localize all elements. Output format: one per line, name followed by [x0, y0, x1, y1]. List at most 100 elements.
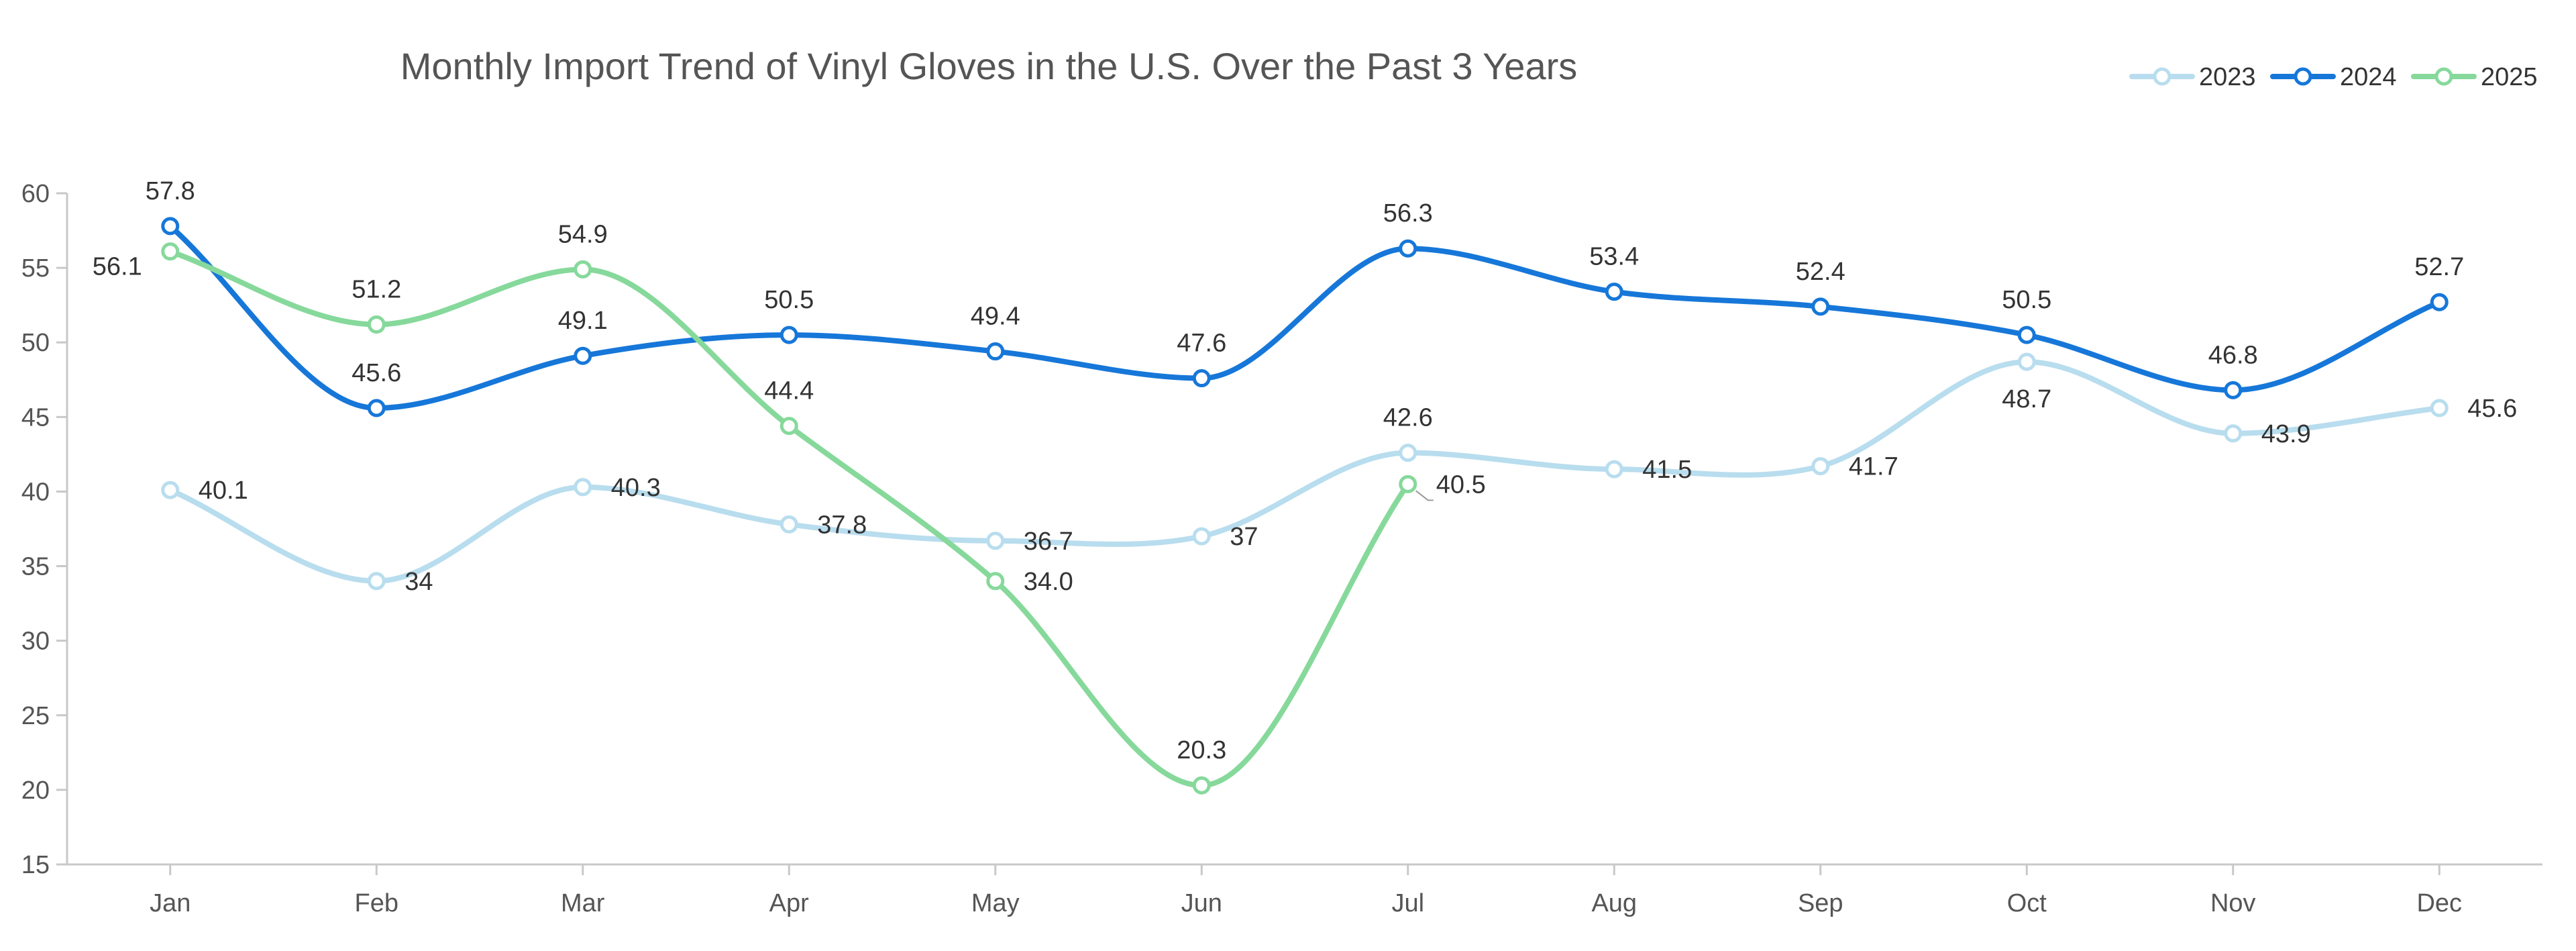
series-line-2025: [167, 248, 1411, 789]
y-tick-label: 45: [21, 403, 50, 432]
data-point-2024: [2017, 326, 2036, 344]
data-label-2023: 45.6: [2467, 395, 2517, 423]
data-point-2024: [574, 346, 592, 365]
data-point-2023: [986, 532, 1005, 550]
series-layer: [161, 217, 2449, 795]
data-label-2024: 53.4: [1589, 243, 1639, 271]
legend-label: 2023: [2199, 63, 2256, 91]
legend-marker-icon: [2153, 67, 2171, 86]
series-2025: [161, 242, 1417, 795]
legend-item-2024[interactable]: 2024: [2270, 63, 2397, 91]
data-point-2023: [2430, 399, 2449, 417]
data-point-2025: [574, 260, 592, 279]
data-point-2025: [780, 417, 798, 436]
y-tick-label: 35: [21, 553, 50, 581]
x-tick-label: Nov: [2210, 889, 2256, 917]
data-point-2024: [367, 399, 386, 417]
data-label-2023: 36.7: [1024, 528, 1073, 556]
y-tick-label: 15: [21, 851, 50, 879]
data-label-2024: 50.5: [2002, 286, 2051, 314]
x-tick-label: Oct: [2007, 889, 2047, 917]
data-label-2024: 57.8: [146, 177, 195, 205]
data-label-2023: 42.6: [1383, 404, 1433, 432]
data-label-2024: 45.6: [352, 359, 401, 387]
y-tick-label: 60: [21, 180, 50, 208]
data-label-2024: 49.4: [971, 303, 1020, 331]
data-label-2025: 44.4: [764, 377, 814, 405]
data-point-2024: [1811, 297, 1830, 316]
y-tick-label: 55: [21, 254, 50, 283]
data-point-2024: [986, 342, 1005, 361]
legend-item-2025[interactable]: 2025: [2411, 63, 2538, 91]
data-label-2024: 52.7: [2414, 253, 2464, 281]
data-label-2023: 48.7: [2002, 385, 2051, 413]
legend-label: 2025: [2481, 63, 2538, 91]
data-point-2023: [1605, 460, 1623, 479]
data-point-2023: [1811, 457, 1830, 476]
data-label-2024: 49.1: [558, 307, 608, 335]
data-label-2024: 50.5: [764, 286, 814, 314]
data-label-2024: 47.6: [1177, 330, 1226, 358]
data-point-2025: [986, 572, 1005, 591]
data-label-2023: 40.3: [611, 474, 661, 502]
data-point-2024: [780, 326, 798, 344]
x-tick-label: Jan: [150, 889, 191, 917]
legend-label: 2024: [2340, 63, 2397, 91]
data-point-2023: [1399, 444, 1417, 462]
data-point-2023: [1192, 527, 1211, 546]
data-label-2023: 37: [1230, 523, 1258, 551]
data-label-2024: 56.3: [1383, 199, 1433, 228]
x-tick-label: Jun: [1181, 889, 1222, 917]
label-leader-line: [1415, 490, 1434, 501]
y-tick-label: 30: [21, 628, 50, 656]
data-point-2023: [2017, 352, 2036, 371]
x-tick-label: Dec: [2416, 889, 2462, 917]
data-label-2025: 34.0: [1024, 568, 1073, 596]
data-point-2024: [161, 217, 180, 236]
data-label-2024: 46.8: [2208, 341, 2258, 369]
data-point-2024: [1192, 369, 1211, 388]
x-tick-label: Jul: [1391, 889, 1424, 917]
data-point-2023: [780, 515, 798, 534]
data-label-2023: 34: [405, 568, 433, 596]
data-point-2023: [574, 478, 592, 497]
data-label-2023: 37.8: [817, 511, 867, 539]
y-tick-label: 40: [21, 478, 50, 506]
x-tick-label: Mar: [561, 889, 605, 917]
data-label-2023: 41.7: [1849, 453, 1898, 481]
data-point-2024: [1399, 239, 1417, 258]
series-line-2024: [167, 223, 2443, 411]
series-2024: [161, 217, 2449, 417]
data-label-2025: 56.1: [93, 253, 142, 281]
data-label-2025: 20.3: [1177, 736, 1226, 764]
data-label-2023: 41.5: [1642, 456, 1692, 484]
series-line-2023: [167, 359, 2443, 584]
y-tick-label: 50: [21, 329, 50, 357]
y-tick-label: 20: [21, 777, 50, 805]
data-label-2025: 51.2: [352, 276, 401, 304]
x-tick-label: Apr: [769, 889, 809, 917]
data-point-2025: [367, 315, 386, 334]
x-tick-label: Feb: [355, 889, 398, 917]
axes: 15 20 25 30 35 40 45 50 55 60 Jan Feb Mar Apr May Jun Ju…: [21, 180, 2542, 917]
x-tick-label: May: [971, 889, 1020, 917]
x-tick-label: Sep: [1798, 889, 1843, 917]
data-label-2025: 40.5: [1436, 470, 1486, 499]
data-label-2024: 52.4: [1796, 258, 1845, 286]
legend-marker-icon: [2434, 67, 2453, 86]
data-point-2025: [1399, 474, 1417, 493]
series-2023: [161, 352, 2449, 591]
data-labels: 40.1 34 40.3 37.8 36.7 37 42.6 41.5 41.7 48.7 43.9…: [93, 177, 2517, 764]
data-point-2024: [1605, 283, 1623, 301]
data-label-2023: 43.9: [2261, 420, 2311, 448]
data-point-2024: [2430, 293, 2449, 311]
legend-marker-icon: [2294, 67, 2312, 86]
legend-item-2023[interactable]: 2023: [2129, 63, 2256, 91]
data-point-2025: [161, 242, 180, 261]
data-point-2025: [1192, 776, 1211, 795]
x-tick-label: Aug: [1591, 889, 1637, 917]
data-label-2023: 40.1: [199, 477, 248, 505]
legend[interactable]: 2023 2024 2025: [2129, 63, 2538, 91]
